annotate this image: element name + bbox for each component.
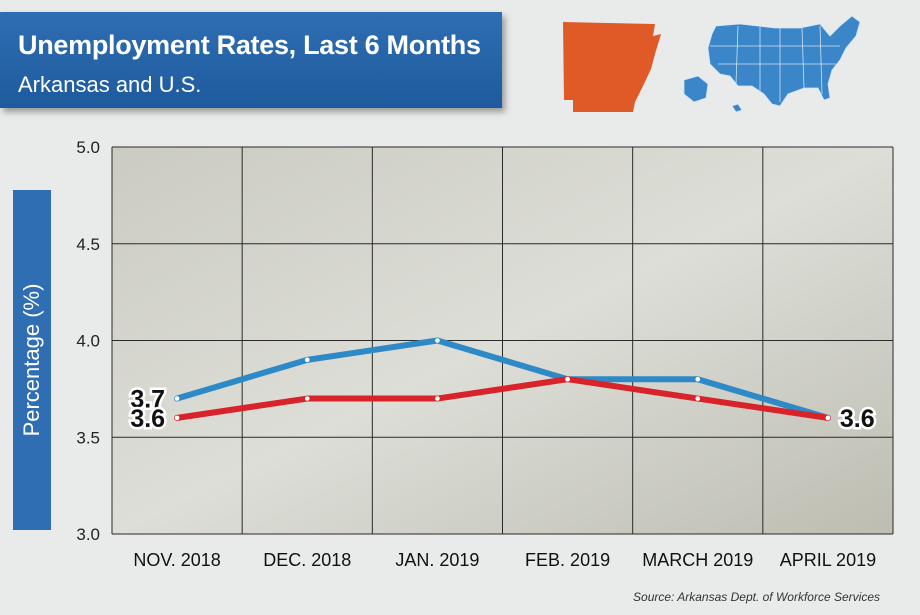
x-tick-label: FEB. 2019 [525, 550, 610, 570]
data-point-us [304, 357, 310, 363]
x-tick-label: APRIL 2019 [780, 550, 876, 570]
data-point-arkansas [435, 396, 440, 401]
data-annotations: 3.73.6 3.6 [128, 383, 877, 435]
data-label: 3.6 [840, 405, 875, 433]
y-tick-label: 4.0 [76, 332, 100, 351]
y-tick-label: 5.0 [76, 138, 100, 157]
series-line-us [174, 337, 831, 421]
y-tick-label: 3.0 [76, 525, 100, 544]
source-note: Source: Arkansas Dept. of Workforce Serv… [633, 590, 880, 604]
data-label: 3.7 [130, 386, 165, 414]
title-banner: Unemployment Rates, Last 6 Months Arkans… [0, 12, 502, 108]
series-line-arkansas [174, 376, 831, 421]
y-tick-label: 4.5 [76, 235, 100, 254]
series-lines [174, 337, 831, 421]
x-tick-label: NOV. 2018 [133, 550, 220, 570]
data-point-arkansas [565, 376, 570, 382]
y-axis-label-box [13, 190, 51, 530]
x-tick-label: JAN. 2019 [395, 550, 479, 570]
gridlines [111, 146, 894, 535]
y-tick-label: 3.5 [76, 428, 100, 447]
data-point-us [695, 376, 701, 382]
x-tick-label: MARCH 2019 [642, 550, 753, 570]
x-tick-label: DEC. 2018 [263, 550, 351, 570]
y-tick-labels: 3.0 3.5 4.0 4.5 5.0 [76, 138, 100, 544]
data-point-us [174, 396, 180, 401]
data-point-us [435, 338, 440, 343]
x-tick-labels: NOV. 2018 DEC. 2018 JAN. 2019 FEB. 2019 MARC… [133, 550, 876, 570]
us-map-icon [683, 15, 861, 113]
data-label: 3.6 [130, 405, 165, 433]
data-point-arkansas [825, 415, 831, 421]
arkansas-map-icon [563, 22, 661, 112]
data-point-arkansas [174, 415, 180, 421]
data-point-arkansas [304, 396, 310, 401]
data-point-arkansas [695, 396, 701, 401]
chart-subtitle: Arkansas and U.S. [18, 72, 202, 97]
data-points [174, 338, 831, 421]
chart-title: Unemployment Rates, Last 6 Months [18, 30, 481, 60]
